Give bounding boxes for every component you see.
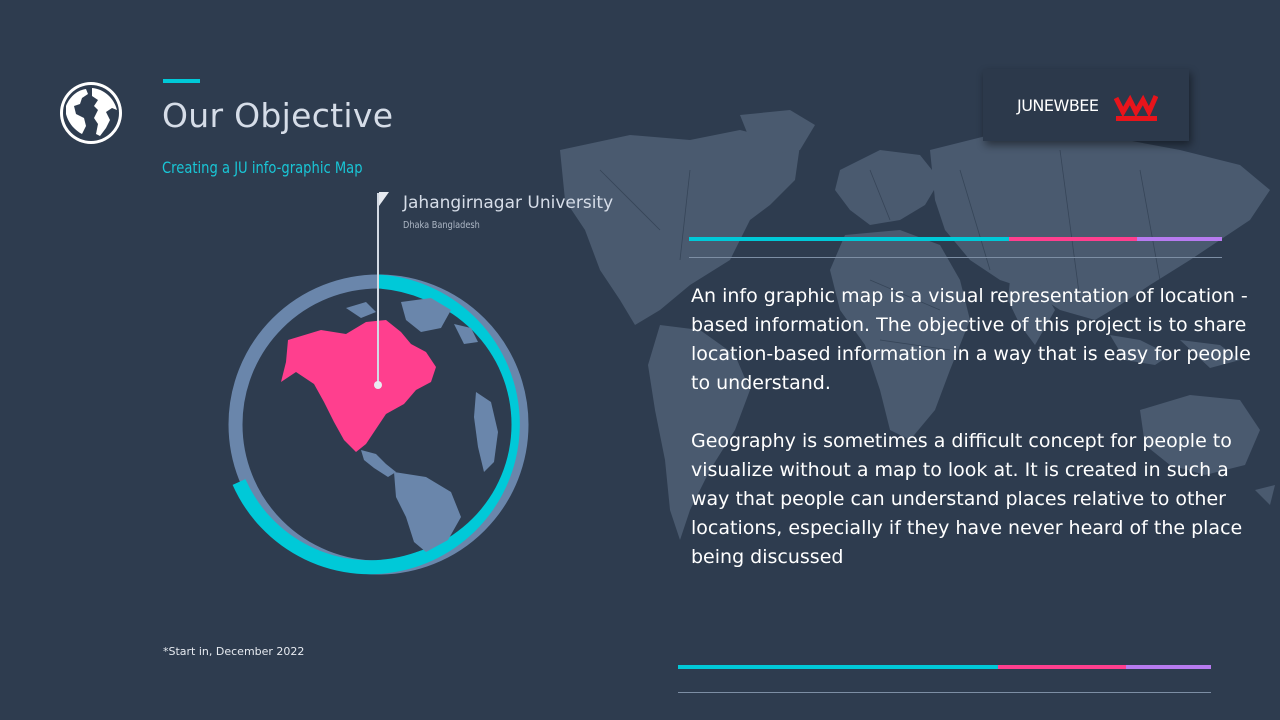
page-subtitle: Creating a JU info-graphic Map [162,158,363,177]
title-accent-bar [163,79,200,83]
objective-paragraph-2: Geography is sometimes a difficult conce… [691,430,1243,568]
accent-segment-purple [1137,237,1222,241]
pin-line [377,193,379,385]
objective-paragraph-1: An info graphic map is a visual represen… [691,285,1251,394]
flag-pin-icon [379,192,389,206]
top-divider [689,257,1222,258]
accent-segment-cyan [678,665,998,669]
logo-card: JUNEWBEE [983,69,1189,141]
accent-segment-cyan [689,237,1009,241]
start-date-footnote: *Start in, December 2022 [163,645,305,658]
objective-body: An info graphic map is a visual represen… [691,282,1271,601]
location-detail: Dhaka Bangladesh [403,220,480,231]
bottom-divider [678,692,1211,693]
location-name: Jahangirnagar University [403,193,614,213]
page-title: Our Objective [162,96,394,135]
north-america-shape [281,320,436,452]
logo-text: JUNEWBEE [1017,96,1099,115]
pin-dot [374,381,382,389]
globe-icon [60,82,122,144]
bottom-accent-bar [678,665,1211,669]
accent-segment-pink [998,665,1126,669]
world-map-background [560,110,1275,540]
logo-mark-icon [1114,94,1158,121]
accent-segment-pink [1009,237,1137,241]
globe-graphic [228,274,529,575]
top-accent-bar [689,237,1222,241]
accent-segment-purple [1126,665,1211,669]
